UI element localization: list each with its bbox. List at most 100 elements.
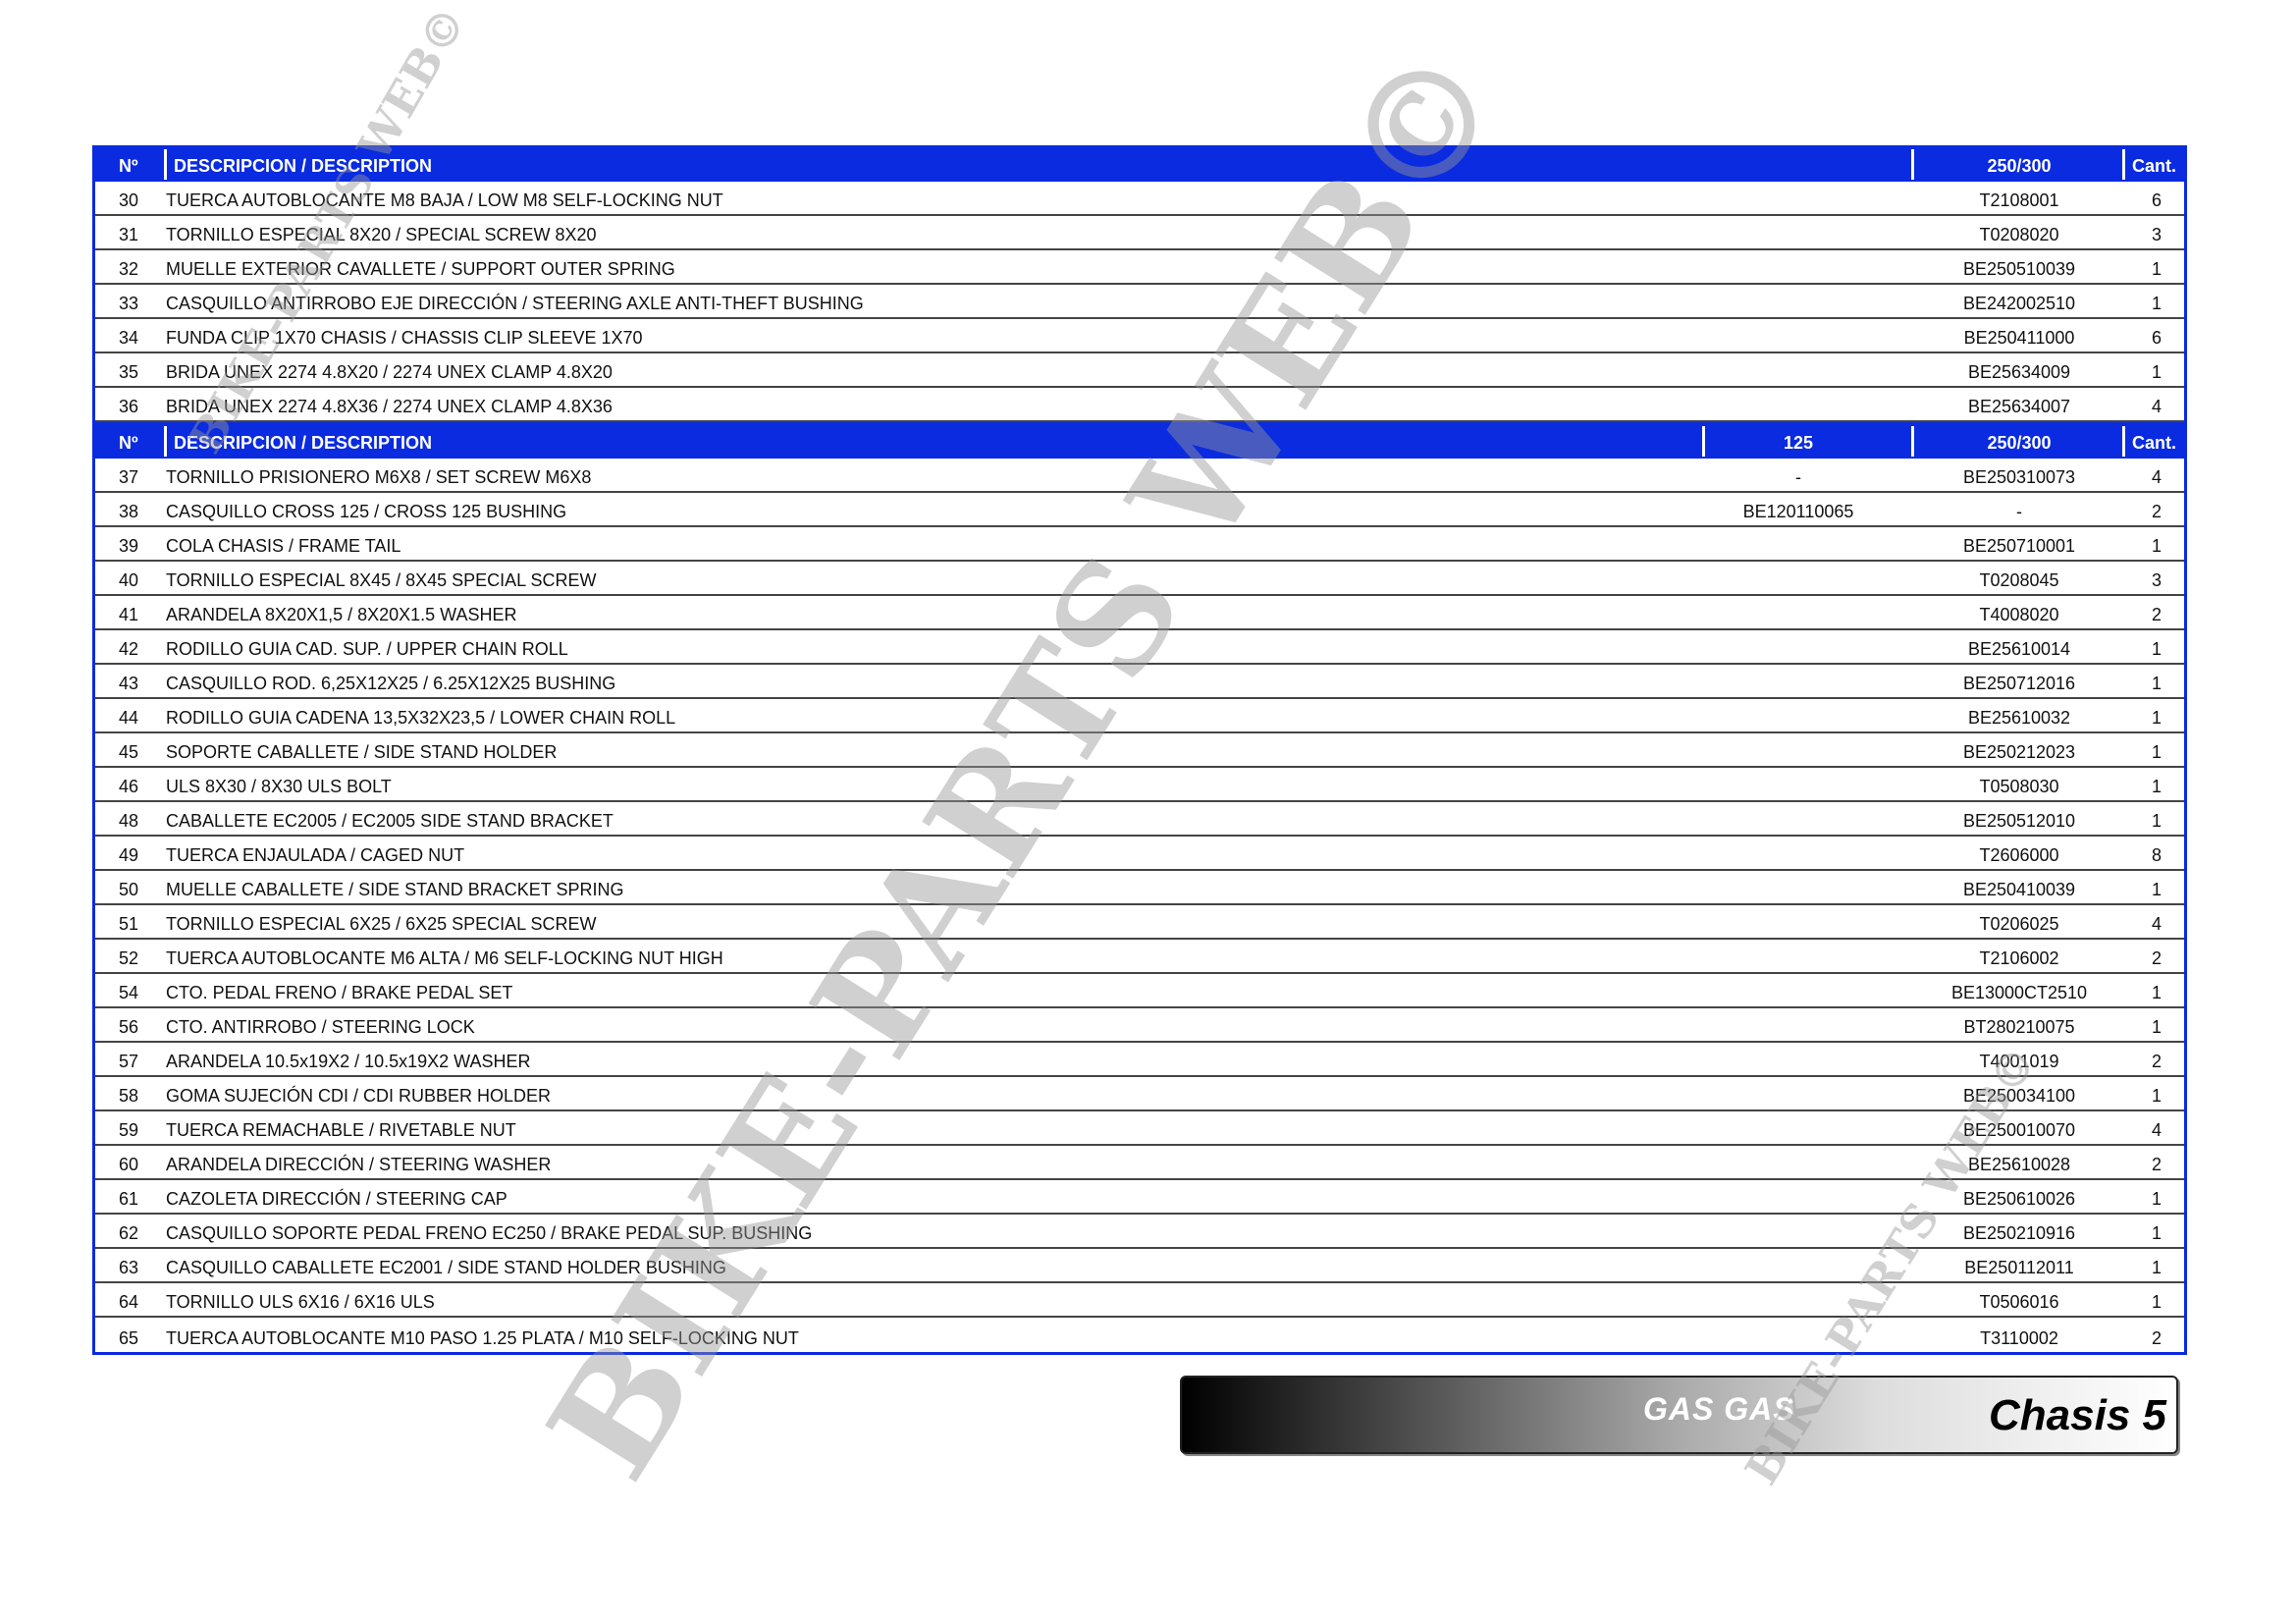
cell-no: 54: [119, 983, 139, 1002]
table-row: 38 CASQUILLO CROSS 125 / CROSS 125 BUSHIN…: [95, 493, 2184, 527]
table-row: 30 TUERCA AUTOBLOCANTE M8 BAJA / LOW M8 S…: [95, 182, 2184, 216]
cell-qty: 4: [2151, 1120, 2162, 1140]
cell-m250: BE250712016: [1962, 674, 2076, 693]
table-row: 48 CABALLETE EC2005 / EC2005 SIDE STAND B…: [95, 802, 2184, 837]
cell-m250: BE242002510: [1962, 294, 2076, 313]
table-row: 45 SOPORTE CABALLETE / SIDE STAND HOLDER B…: [95, 733, 2184, 768]
table-header: Nº DESCRIPCION / DESCRIPTION 250/300 Cant.: [95, 145, 2184, 182]
cell-no: 50: [119, 880, 139, 899]
cell-no: 51: [119, 914, 139, 934]
cell-no: 46: [119, 777, 139, 796]
parts-table: Nº DESCRIPCION / DESCRIPTION 250/300 Cant. 3…: [92, 145, 2187, 1355]
cell-qty: 1: [2151, 536, 2162, 556]
table-row: 62 CASQUILLO SOPORTE PEDAL FRENO EC250 / …: [95, 1215, 2184, 1249]
cell-qty: 1: [2151, 1292, 2162, 1312]
cell-desc: TORNILLO ESPECIAL 8X20 / SPECIAL SCREW 8…: [166, 225, 597, 244]
table-row: 54 CTO. PEDAL FRENO / BRAKE PEDAL SET BE13…: [95, 974, 2184, 1008]
column-divider: [1911, 149, 1914, 180]
cell-no: 41: [119, 605, 139, 624]
cell-m250: BE25610032: [1967, 708, 2071, 728]
cell-m250: BE250034100: [1962, 1086, 2076, 1106]
table-row: 42 RODILLO GUIA CAD. SUP. / UPPER CHAIN R…: [95, 630, 2184, 665]
cell-qty: 3: [2151, 225, 2162, 244]
cell-m250: BE13000CT2510: [1950, 983, 2088, 1002]
cell-desc: CAZOLETA DIRECCIÓN / STEERING CAP: [166, 1189, 507, 1209]
cell-desc: BRIDA UNEX 2274 4.8X20 / 2274 UNEX CLAMP…: [166, 362, 613, 382]
cell-no: 36: [119, 397, 139, 416]
cell-desc: FUNDA CLIP 1X70 CHASIS / CHASSIS CLIP SL…: [166, 328, 643, 348]
cell-desc: RODILLO GUIA CAD. SUP. / UPPER CHAIN ROL…: [166, 639, 568, 659]
cell-qty: 4: [2151, 397, 2162, 416]
cell-desc: COLA CHASIS / FRAME TAIL: [166, 536, 401, 556]
cell-desc: BRIDA UNEX 2274 4.8X36 / 2274 UNEX CLAMP…: [166, 397, 613, 416]
cell-qty: 2: [2151, 502, 2162, 521]
cell-qty: 1: [2151, 1189, 2162, 1209]
cell-no: 30: [119, 190, 139, 210]
cell-desc: TUERCA ENJAULADA / CAGED NUT: [166, 845, 465, 865]
header-m250: 250/300: [1987, 156, 2052, 176]
cell-qty: 6: [2151, 190, 2162, 210]
cell-qty: 4: [2151, 467, 2162, 487]
cell-qty: 1: [2151, 708, 2162, 728]
cell-qty: 3: [2151, 570, 2162, 590]
cell-m250: BE250212023: [1962, 742, 2076, 762]
cell-m250: BE250410039: [1962, 880, 2076, 899]
cell-m250: BE250112011: [1964, 1258, 2074, 1277]
table-row: 40 TORNILLO ESPECIAL 8X45 / 8X45 SPECIAL …: [95, 562, 2184, 596]
cell-desc: ARANDELA DIRECCIÓN / STEERING WASHER: [166, 1155, 552, 1174]
cell-qty: 6: [2151, 328, 2162, 348]
cell-m250: BE250710001: [1962, 536, 2076, 556]
cell-qty: 1: [2151, 880, 2162, 899]
footer-banner: GAS GAS Chasis 5: [1180, 1376, 2178, 1454]
table-row: 64 TORNILLO ULS 6X16 / 6X16 ULS T0506016 1: [95, 1283, 2184, 1318]
cell-no: 44: [119, 708, 139, 728]
table-row: 46 ULS 8X30 / 8X30 ULS BOLT T0508030 1: [95, 768, 2184, 802]
cell-no: 60: [119, 1155, 139, 1174]
cell-no: 45: [119, 742, 139, 762]
table-row: 51 TORNILLO ESPECIAL 6X25 / 6X25 SPECIAL …: [95, 905, 2184, 940]
cell-m250: T0506016: [1979, 1292, 2059, 1312]
cell-no: 52: [119, 948, 139, 968]
table-row: 58 GOMA SUJECIÓN CDI / CDI RUBBER HOLDER B…: [95, 1077, 2184, 1111]
column-divider: [2122, 149, 2125, 180]
cell-m250: BE250510039: [1962, 259, 2076, 279]
cell-desc: ULS 8X30 / 8X30 ULS BOLT: [166, 777, 392, 796]
cell-m250: BE25610028: [1967, 1155, 2071, 1174]
table-row: 61 CAZOLETA DIRECCIÓN / STEERING CAP BE250…: [95, 1180, 2184, 1215]
table-row: 56 CTO. ANTIRROBO / STEERING LOCK BT280210…: [95, 1008, 2184, 1043]
table-row: 52 TUERCA AUTOBLOCANTE M6 ALTA / M6 SELF-…: [95, 940, 2184, 974]
table-row: 60 ARANDELA DIRECCIÓN / STEERING WASHER BE…: [95, 1146, 2184, 1180]
cell-desc: CASQUILLO SOPORTE PEDAL FRENO EC250 / BR…: [166, 1223, 813, 1243]
cell-qty: 1: [2151, 294, 2162, 313]
column-divider: [164, 149, 167, 180]
cell-desc: CASQUILLO CROSS 125 / CROSS 125 BUSHING: [166, 502, 567, 521]
table-row: 65 TUERCA AUTOBLOCANTE M10 PASO 1.25 PLAT…: [95, 1318, 2184, 1352]
cell-m250: BE250411000: [1963, 328, 2075, 348]
cell-qty: 4: [2151, 914, 2162, 934]
cell-desc: TORNILLO ULS 6X16 / 6X16 ULS: [166, 1292, 435, 1312]
cell-desc: TUERCA AUTOBLOCANTE M8 BAJA / LOW M8 SEL…: [166, 190, 723, 210]
cell-no: 32: [119, 259, 139, 279]
cell-no: 64: [119, 1292, 139, 1312]
cell-desc: RODILLO GUIA CADENA 13,5X32X23,5 / LOWER…: [166, 708, 676, 728]
column-divider: [1702, 426, 1705, 457]
cell-m250: BE250610026: [1962, 1189, 2076, 1209]
cell-qty: 1: [2151, 639, 2162, 659]
table-row: 50 MUELLE CABALLETE / SIDE STAND BRACKET …: [95, 871, 2184, 905]
cell-qty: 1: [2151, 1258, 2162, 1277]
table-row: 57 ARANDELA 10.5x19X2 / 10.5x19X2 WASHER T…: [95, 1043, 2184, 1077]
cell-m250: BE250512010: [1962, 811, 2076, 831]
column-divider: [2122, 426, 2125, 457]
cell-m250: T4008020: [1979, 605, 2059, 624]
cell-desc: MUELLE CABALLETE / SIDE STAND BRACKET SP…: [166, 880, 624, 899]
cell-qty: 1: [2151, 1223, 2162, 1243]
cell-m250: T2106002: [1979, 948, 2059, 968]
cell-desc: CASQUILLO ANTIRROBO EJE DIRECCIÓN / STEE…: [166, 294, 864, 313]
header-qty: Cant.: [2132, 433, 2176, 453]
cell-desc: CTO. PEDAL FRENO / BRAKE PEDAL SET: [166, 983, 513, 1002]
section-title: Chasis 5: [1989, 1391, 2166, 1439]
header-desc: DESCRIPCION / DESCRIPTION: [174, 156, 433, 176]
cell-no: 56: [119, 1017, 139, 1037]
cell-qty: 2: [2151, 1155, 2162, 1174]
cell-no: 34: [119, 328, 139, 348]
